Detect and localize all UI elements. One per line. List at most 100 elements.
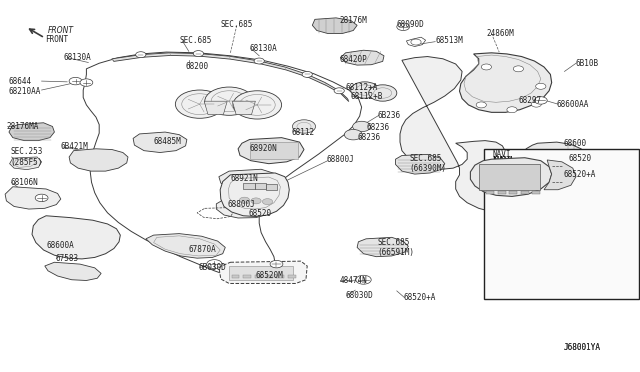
Polygon shape: [10, 157, 42, 170]
Text: 68297: 68297: [518, 96, 541, 105]
Bar: [479, 164, 540, 190]
Text: 68644: 68644: [9, 77, 32, 86]
Bar: [250, 142, 298, 159]
Text: 68090D: 68090D: [397, 20, 424, 29]
Text: 68800J: 68800J: [227, 200, 255, 209]
Circle shape: [254, 58, 264, 64]
Text: 68130A: 68130A: [64, 53, 92, 62]
Bar: [255, 183, 266, 189]
Polygon shape: [525, 142, 586, 168]
Circle shape: [205, 87, 253, 115]
Text: 68236: 68236: [357, 133, 380, 142]
Bar: [532, 191, 540, 194]
Text: 68921N: 68921N: [230, 174, 258, 183]
Text: 68130A: 68130A: [250, 44, 277, 53]
Circle shape: [193, 51, 204, 57]
Circle shape: [356, 275, 371, 284]
Polygon shape: [232, 101, 255, 115]
Text: 68520+A: 68520+A: [403, 293, 436, 302]
Circle shape: [353, 121, 371, 132]
Text: 68236: 68236: [366, 124, 389, 132]
Text: 68520: 68520: [568, 154, 591, 163]
Text: FRONT: FRONT: [45, 35, 68, 44]
Text: SEC.685
(66591M): SEC.685 (66591M): [378, 238, 415, 257]
Circle shape: [344, 129, 362, 140]
Circle shape: [369, 85, 397, 101]
Text: SEC.253
(285F5): SEC.253 (285F5): [10, 147, 43, 167]
Bar: [276, 275, 284, 278]
Circle shape: [351, 82, 379, 98]
Polygon shape: [340, 50, 384, 65]
Polygon shape: [396, 154, 445, 174]
Text: FRONT: FRONT: [48, 26, 74, 35]
Polygon shape: [69, 149, 128, 171]
Circle shape: [531, 101, 541, 107]
Text: 24860M: 24860M: [486, 29, 514, 38]
Bar: [486, 191, 494, 194]
Polygon shape: [460, 53, 552, 112]
Polygon shape: [357, 237, 408, 257]
Text: 68520M: 68520M: [256, 271, 284, 280]
Text: 68920N: 68920N: [250, 144, 277, 153]
Text: J68001YA: J68001YA: [563, 343, 600, 352]
Polygon shape: [220, 173, 289, 217]
Text: SEC.685: SEC.685: [179, 36, 212, 45]
Bar: [509, 191, 517, 194]
Text: 68600A: 68600A: [46, 241, 74, 250]
Text: 6B10B: 6B10B: [576, 59, 599, 68]
Text: 68112: 68112: [291, 128, 314, 137]
Polygon shape: [470, 158, 552, 196]
Text: NAVI: NAVI: [493, 150, 511, 159]
Bar: [266, 275, 273, 278]
Circle shape: [292, 120, 316, 133]
Text: 67583: 67583: [55, 254, 78, 263]
Circle shape: [536, 83, 546, 89]
Polygon shape: [400, 57, 549, 213]
Text: 68200: 68200: [186, 62, 209, 71]
Polygon shape: [219, 169, 280, 192]
Text: 6B030D: 6B030D: [198, 263, 226, 272]
Polygon shape: [216, 199, 272, 218]
Polygon shape: [5, 187, 61, 209]
Polygon shape: [133, 132, 187, 153]
Circle shape: [302, 71, 312, 77]
Bar: [521, 191, 529, 194]
Text: 68513M: 68513M: [435, 36, 463, 45]
Polygon shape: [112, 53, 349, 102]
Polygon shape: [32, 216, 120, 259]
Polygon shape: [45, 262, 101, 280]
Bar: [229, 266, 293, 280]
Circle shape: [175, 90, 224, 118]
Text: J68001YA: J68001YA: [563, 343, 600, 352]
Circle shape: [80, 79, 93, 86]
Bar: [484, 149, 639, 299]
Circle shape: [334, 88, 344, 94]
Text: 68600AA: 68600AA: [557, 100, 589, 109]
Polygon shape: [312, 18, 357, 33]
Circle shape: [513, 66, 524, 72]
Text: 28176M: 28176M: [339, 16, 367, 25]
Bar: [243, 275, 251, 278]
Text: 68800J: 68800J: [326, 155, 354, 164]
Circle shape: [262, 199, 273, 205]
Text: 68112+B: 68112+B: [351, 92, 383, 101]
Circle shape: [239, 197, 250, 203]
Circle shape: [207, 260, 222, 269]
Bar: [255, 275, 262, 278]
Circle shape: [233, 91, 282, 119]
Text: 68112+A: 68112+A: [346, 83, 378, 92]
Text: 28176MA: 28176MA: [6, 122, 39, 131]
Text: SEC.685: SEC.685: [221, 20, 253, 29]
Circle shape: [507, 107, 517, 113]
Circle shape: [251, 198, 261, 204]
Bar: [232, 275, 239, 278]
Circle shape: [136, 52, 146, 58]
Polygon shape: [544, 160, 576, 190]
Circle shape: [69, 77, 82, 85]
Text: 48474N: 48474N: [339, 276, 367, 285]
Polygon shape: [204, 101, 227, 115]
Text: 68600: 68600: [563, 139, 586, 148]
Circle shape: [534, 97, 547, 104]
Text: 68030D: 68030D: [346, 291, 373, 300]
Text: 68520: 68520: [248, 209, 271, 218]
